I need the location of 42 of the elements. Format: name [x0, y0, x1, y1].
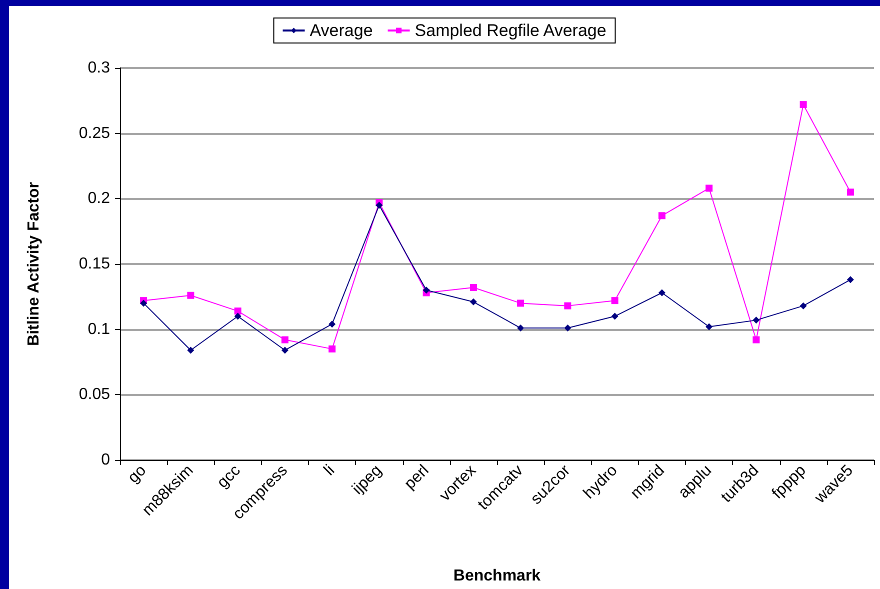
point	[328, 320, 336, 328]
y-tick-label: 0.05	[78, 386, 110, 404]
y-tick-label: 0.3	[88, 60, 110, 76]
point	[376, 202, 383, 209]
point	[470, 284, 477, 292]
point	[234, 308, 242, 315]
point	[706, 184, 713, 192]
point	[800, 101, 807, 108]
x-tick-label: li	[321, 462, 338, 480]
point	[517, 300, 524, 307]
x-axis-title: Benchmark	[453, 568, 541, 584]
point	[706, 323, 713, 330]
point	[187, 346, 194, 354]
point	[752, 336, 760, 344]
point	[140, 300, 148, 307]
point	[422, 286, 430, 294]
point	[564, 302, 572, 310]
legend-label: Sampled Regfile Average	[414, 21, 606, 40]
point	[281, 346, 288, 354]
y-axis-title: Bitline Activity Factor	[26, 182, 42, 346]
y-tick-label: 0.15	[78, 256, 110, 272]
y-tick-label: 0	[101, 452, 110, 468]
point	[187, 292, 194, 299]
point	[846, 188, 854, 196]
y-tick-label: 0.2	[88, 190, 110, 208]
point	[752, 316, 760, 324]
legend-label: Average	[310, 21, 373, 40]
point	[281, 336, 288, 344]
x-tick-label: go	[124, 462, 150, 487]
point	[234, 312, 242, 320]
point	[564, 324, 572, 332]
point	[517, 324, 524, 332]
point	[658, 212, 666, 220]
point	[658, 289, 666, 296]
point	[328, 345, 336, 352]
point	[470, 298, 477, 306]
point	[846, 276, 854, 284]
point	[611, 312, 618, 320]
y-tick-label: 0.25	[78, 124, 110, 142]
point	[611, 297, 618, 304]
point	[800, 302, 807, 310]
y-tick-label: 0.1	[88, 320, 110, 338]
